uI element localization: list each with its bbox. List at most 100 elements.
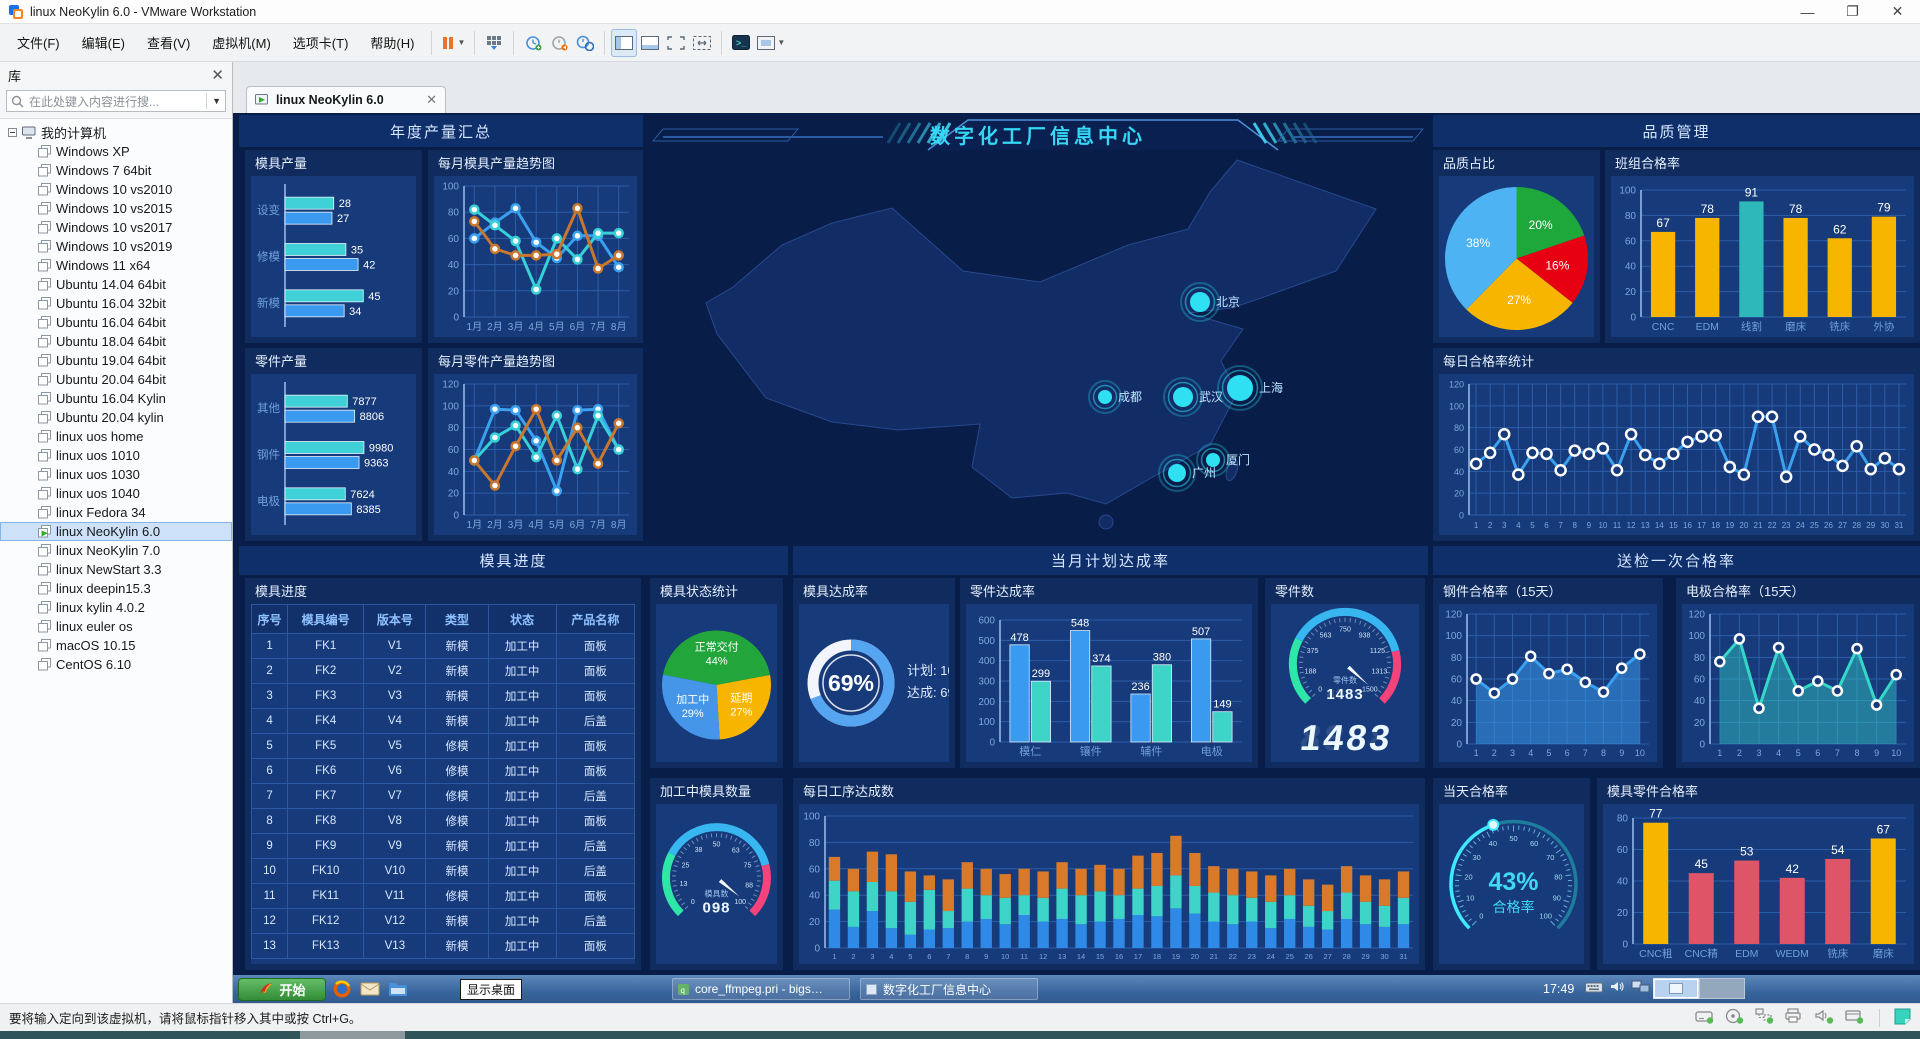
unity-icon[interactable] (663, 29, 689, 57)
table-row[interactable]: 12 FK12 V12 新模 加工中 后盖 (251, 908, 635, 934)
vm-item-linux-euler-os[interactable]: linux euler os (0, 617, 232, 636)
table-row[interactable]: 3 FK3 V3 新模 加工中 面板 (251, 683, 635, 709)
firefox-icon[interactable] (330, 977, 354, 1001)
table-row[interactable]: 5 FK5 V5 修模 加工中 面板 (251, 733, 635, 759)
vm-item-linux-newstart-3.3[interactable]: linux NewStart 3.3 (0, 560, 232, 579)
table-row[interactable]: 6 FK6 V6 修模 加工中 面板 (251, 758, 635, 784)
revert-snapshot-icon[interactable] (546, 29, 572, 57)
svg-text:28: 28 (339, 198, 351, 210)
table-row[interactable]: 13 FK13 V13 新模 加工中 面板 (251, 933, 635, 959)
maximize-button[interactable]: ❐ (1846, 3, 1859, 19)
menu-item-1[interactable]: 编辑(E) (81, 35, 125, 51)
cd-rom-icon[interactable] (1725, 1008, 1745, 1027)
menu-item-5[interactable]: 帮助(H) (370, 35, 415, 51)
vm-item-windows-10-vs2015[interactable]: Windows 10 vs2015 (0, 199, 232, 218)
vm-item-linux-uos-home[interactable]: linux uos home (0, 427, 232, 446)
toolbar-separator (604, 30, 606, 55)
table-row[interactable]: 2 FK2 V2 新模 加工中 面板 (251, 658, 635, 684)
svg-text:14: 14 (1077, 952, 1085, 961)
sound-icon[interactable] (1815, 1008, 1835, 1027)
svg-text:50: 50 (713, 842, 721, 849)
vm-item-centos-6.10[interactable]: CentOS 6.10 (0, 655, 232, 674)
svg-text:12: 12 (1039, 952, 1047, 961)
table-row[interactable]: 1 FK1 V1 新模 加工中 面板 (251, 633, 635, 659)
svg-text:78: 78 (1701, 202, 1715, 216)
vm-item-linux-uos-1010[interactable]: linux uos 1010 (0, 446, 232, 465)
vm-item-ubuntu-16.04-32bit[interactable]: Ubuntu 16.04 32bit (0, 294, 232, 313)
vm-item-ubuntu-14.04-64bit[interactable]: Ubuntu 14.04 64bit (0, 275, 232, 294)
fullscre​en-icon[interactable]: ▼ (754, 29, 788, 57)
vm-item-ubuntu-16.04-kylin[interactable]: Ubuntu 16.04 Kylin (0, 389, 232, 408)
table-row[interactable]: 4 FK4 V4 新模 加工中 后盖 (251, 708, 635, 734)
folder-icon[interactable] (386, 977, 410, 1001)
take-snapshot-icon[interactable] (520, 29, 546, 57)
vm-item-windows-10-vs2017[interactable]: Windows 10 vs2017 (0, 218, 232, 237)
notes-icon[interactable] (1894, 1008, 1911, 1028)
svg-text:6: 6 (1544, 521, 1549, 530)
send-ctrl-alt-del-icon[interactable] (481, 29, 507, 57)
vm-item-windows-11-x64[interactable]: Windows 11 x64 (0, 256, 232, 275)
network-adapter-icon[interactable] (1755, 1008, 1775, 1027)
table-row[interactable]: 10 FK10 V10 新模 加工中 后盖 (251, 858, 635, 884)
tab-close-icon[interactable]: ✕ (426, 92, 437, 107)
table-row[interactable]: 7 FK7 V7 修模 加工中 后盖 (251, 783, 635, 809)
vm-item-ubuntu-20.04-kylin[interactable]: Ubuntu 20.04 kylin (0, 408, 232, 427)
table-row[interactable]: 9 FK9 V9 新模 加工中 后盖 (251, 833, 635, 859)
taskbar-task-0[interactable]: q core_ffmpeg.pri - bigs… (672, 978, 850, 1000)
menu-item-4[interactable]: 选项卡(T) (292, 35, 349, 51)
desktop-pager[interactable] (1653, 978, 1745, 999)
vm-item-linux-fedora-34[interactable]: linux Fedora 34 (0, 503, 232, 522)
svg-text:80: 80 (1625, 211, 1637, 222)
library-close-icon[interactable]: ✕ (211, 67, 224, 84)
table-row[interactable]: 8 FK8 V8 修模 加工中 面板 (251, 808, 635, 834)
start-button[interactable]: 开始 (238, 977, 326, 1001)
vm-item-windows-10-vs2019[interactable]: Windows 10 vs2019 (0, 237, 232, 256)
vm-item-ubuntu-16.04-64bit[interactable]: Ubuntu 16.04 64bit (0, 313, 232, 332)
vm-item-linux-uos-1040[interactable]: linux uos 1040 (0, 484, 232, 503)
vm-item-ubuntu-18.04-64bit[interactable]: Ubuntu 18.04 64bit (0, 332, 232, 351)
vm-item-linux-kylin-4.0.2[interactable]: linux kylin 4.0.2 (0, 598, 232, 617)
mail-icon[interactable] (358, 977, 382, 1001)
console-icon[interactable]: >_ (728, 29, 754, 57)
hard-disk-icon[interactable] (1695, 1008, 1715, 1027)
vm-item-windows-10-vs2010[interactable]: Windows 10 vs2010 (0, 180, 232, 199)
menu-item-2[interactable]: 查看(V) (146, 35, 191, 51)
manage-snapshots-icon[interactable] (572, 29, 598, 57)
vm-item-linux-uos-1030[interactable]: linux uos 1030 (0, 465, 232, 484)
vm-item-linux-neokylin-7.0[interactable]: linux NeoKylin 7.0 (0, 541, 232, 560)
close-button[interactable]: ✕ (1891, 3, 1904, 19)
vm-tab[interactable]: linux NeoKylin 6.0 ✕ (246, 86, 446, 113)
vm-item-windows-7-64bit[interactable]: Windows 7 64bit (0, 161, 232, 180)
taskbar-task-1[interactable]: 数字化工厂信息中心 (860, 978, 1038, 1000)
printer-icon[interactable] (1785, 1008, 1805, 1027)
search-box[interactable]: 在此处键入内容进行搜... ▼ (6, 90, 226, 112)
network-icon[interactable] (1631, 980, 1651, 999)
show-library-icon[interactable] (611, 28, 638, 57)
keyboard-icon[interactable] (1585, 980, 1603, 998)
autosize-icon[interactable] (689, 29, 715, 57)
usb-icon[interactable] (1845, 1008, 1865, 1027)
minimize-button[interactable]: — (1800, 3, 1815, 20)
svg-text:299: 299 (1032, 668, 1050, 680)
library-panel: 库 ✕ 在此处键入内容进行搜... ▼ 我的计算机 Windows XP Windo… (0, 62, 233, 1003)
search-dropdown-icon[interactable]: ▼ (206, 93, 221, 109)
vm-item-linux-neokylin-6.0[interactable]: linux NeoKylin 6.0 (0, 522, 232, 541)
vm-item-macos-10.15[interactable]: macOS 10.15 (0, 636, 232, 655)
table-row[interactable]: 11 FK11 V11 修模 加工中 面板 (251, 883, 635, 909)
vm-item-windows-xp[interactable]: Windows XP (0, 142, 232, 161)
svg-text:15: 15 (1096, 952, 1104, 961)
tree-root-my-computer[interactable]: 我的计算机 (0, 123, 232, 142)
vm-item-ubuntu-19.04-64bit[interactable]: Ubuntu 19.04 64bit (0, 351, 232, 370)
svg-text:375: 375 (1307, 648, 1319, 655)
show-thumbnail-bar-icon[interactable] (637, 29, 663, 57)
pause-icon[interactable]: ▼ (438, 29, 468, 57)
mold-progress-table: 序号 模具编号 版本号 类型 状态 产品名称 1 FK1 V1 新模 加工中 面板 2 FK2 V2 新模 加工… (251, 604, 635, 964)
svg-text:加工中: 加工中 (676, 693, 709, 706)
speaker-icon[interactable] (1610, 980, 1624, 998)
vm-item-linux-deepin15.3[interactable]: linux deepin15.3 (0, 579, 232, 598)
vm-item-ubuntu-20.04-64bit[interactable]: Ubuntu 20.04 64bit (0, 370, 232, 389)
menu-item-0[interactable]: 文件(F) (17, 35, 60, 51)
menu-item-3[interactable]: 虚拟机(M) (212, 35, 271, 51)
svg-text:9: 9 (984, 952, 988, 961)
panel-parts-completion: 零件达成率 0 100 200 300 400 500 600 478 299 模仁 548 374 镶件… (960, 578, 1258, 768)
